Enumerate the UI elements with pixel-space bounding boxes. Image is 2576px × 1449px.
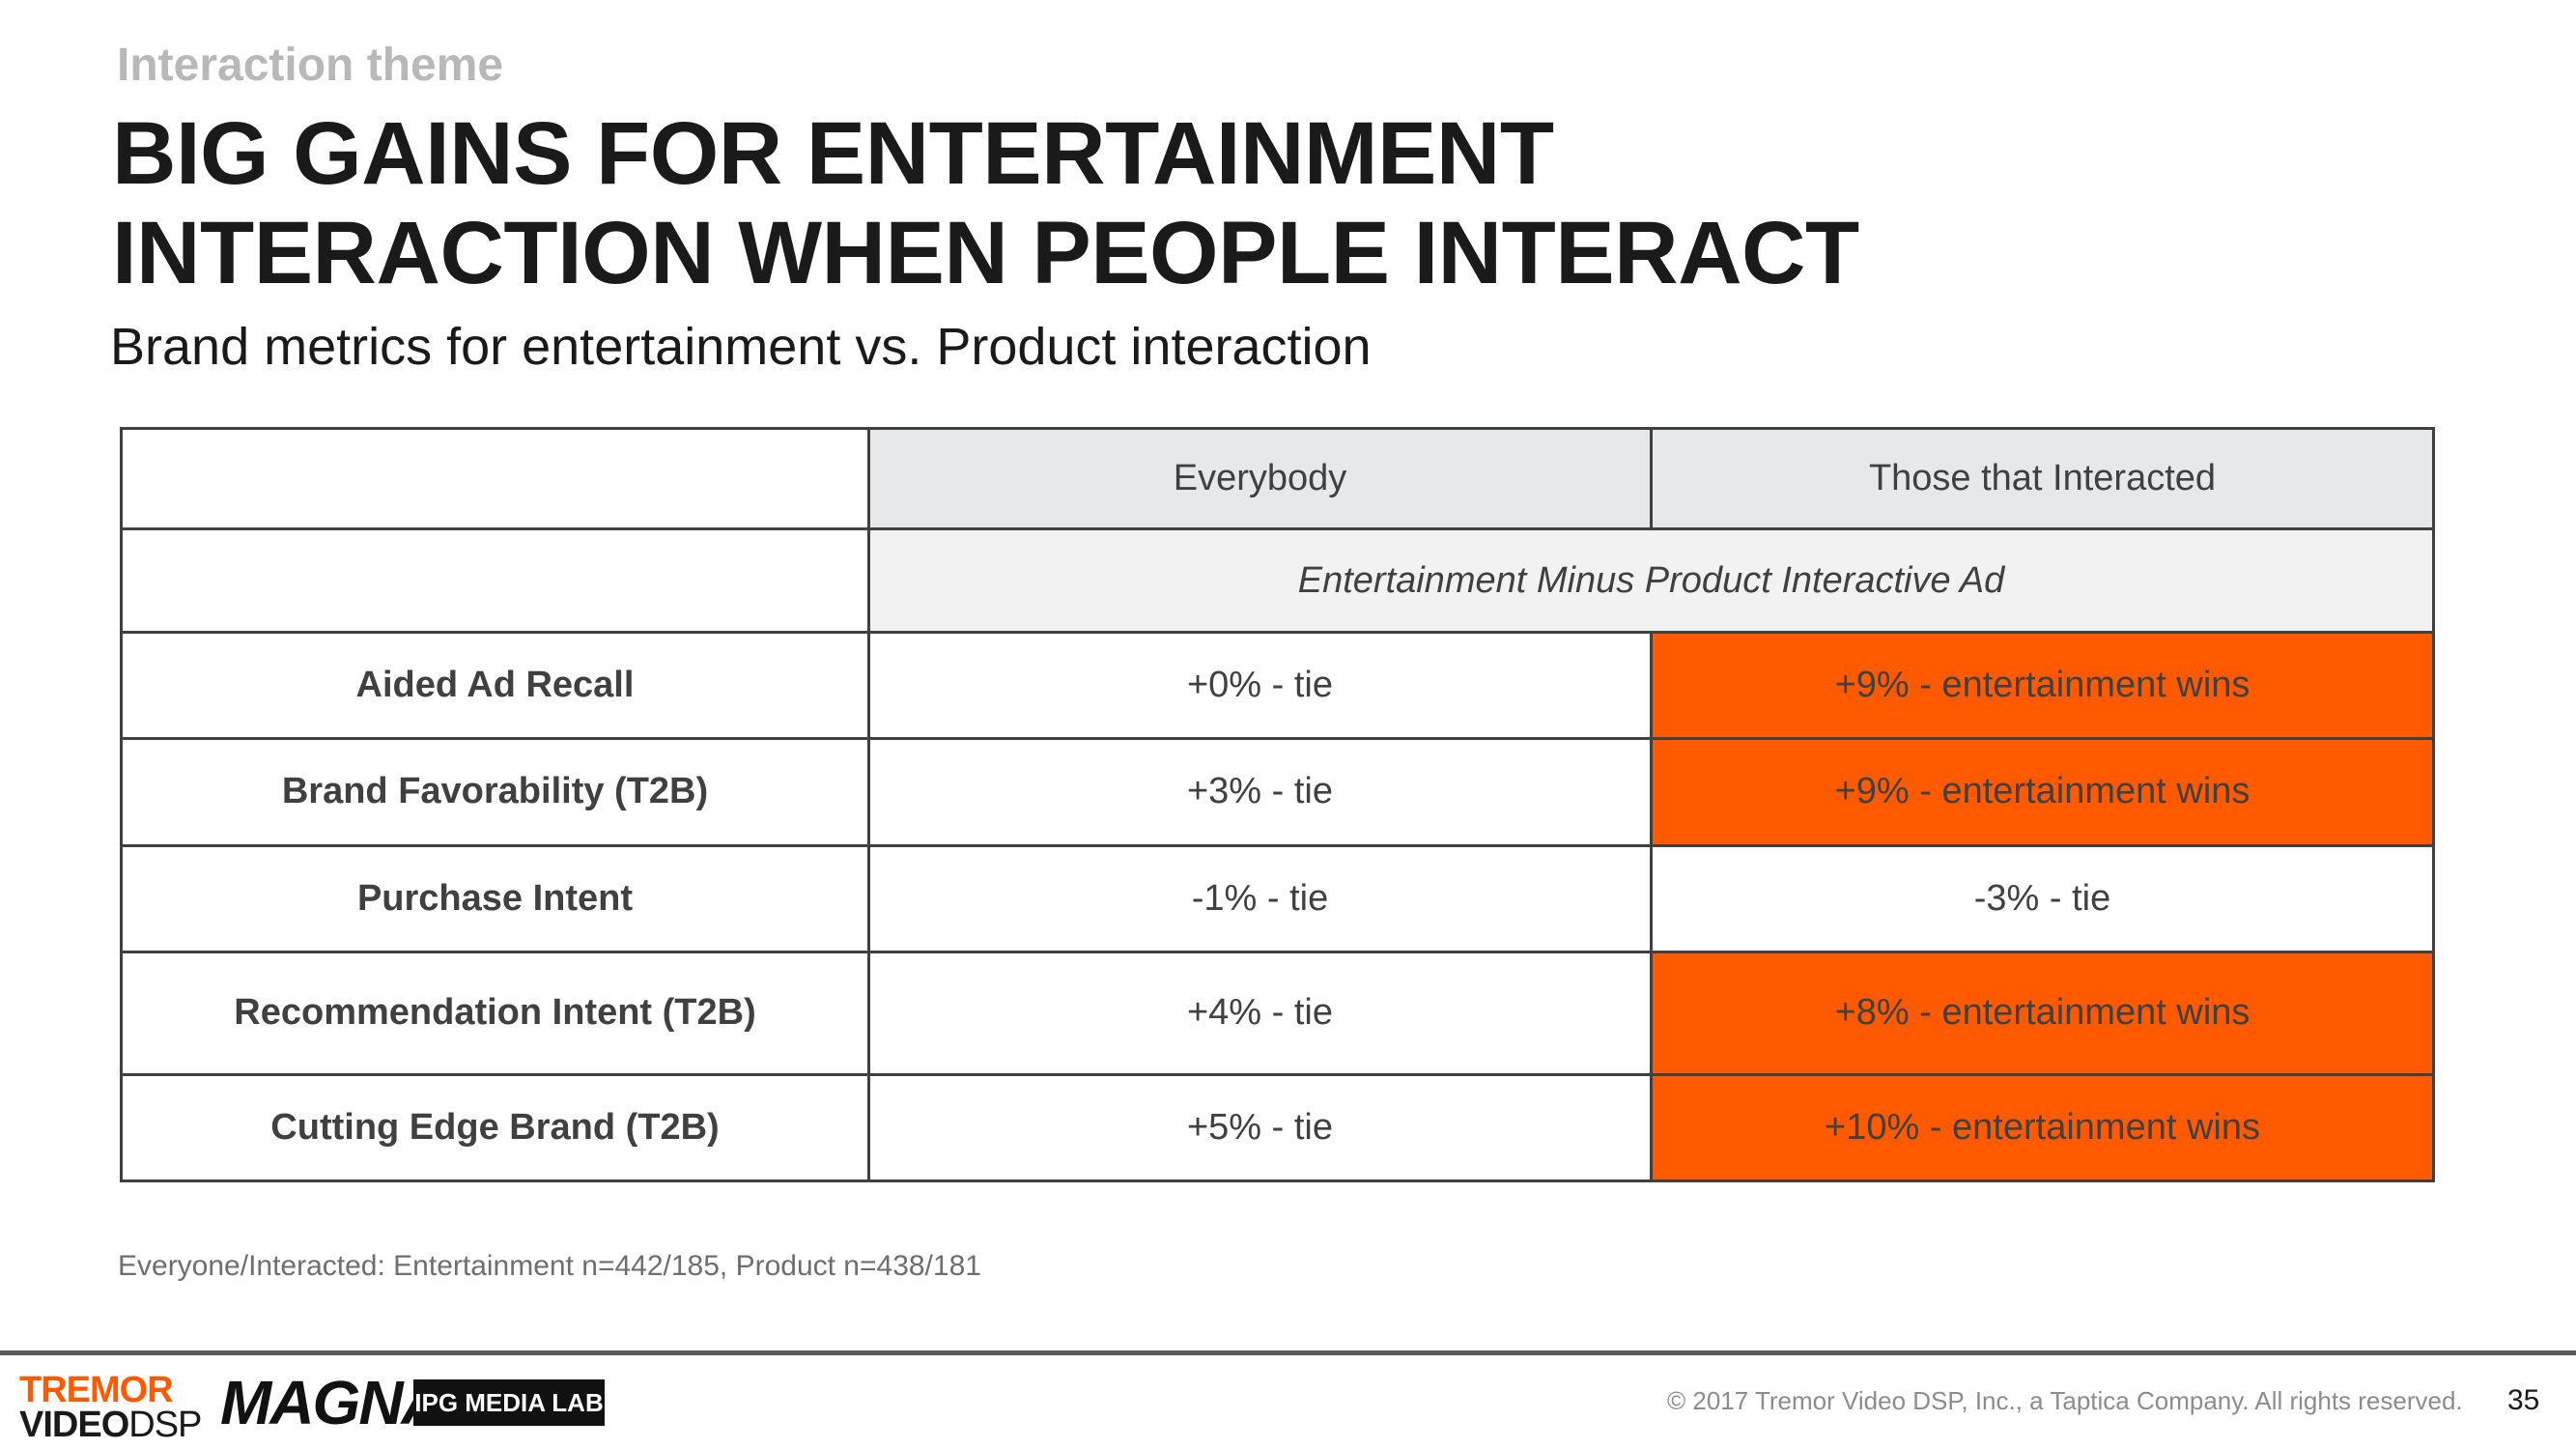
page-title: BIG GAINS FOR ENTERTAINMENT INTERACTION … (112, 104, 1859, 303)
page-number: 35 (2507, 1384, 2540, 1416)
comparison-subheader: Entertainment Minus Product Interactive … (867, 527, 2435, 635)
table-row: Recommendation Intent (T2B) +4% - tie +8… (120, 950, 2435, 1076)
tremor-video-dsp-logo: TREMOR VIDEODSP (19, 1370, 202, 1445)
interacted-value: +10% - entertainment wins (1650, 1072, 2435, 1183)
everybody-value: +5% - tie (867, 1072, 1653, 1183)
dsp-logo-text: DSP (128, 1405, 202, 1445)
title-line-2: INTERACTION WHEN PEOPLE INTERACT (112, 204, 1859, 302)
metric-label: Purchase Intent (120, 843, 870, 953)
copyright-notice: © 2017 Tremor Video DSP, Inc., a Taptica… (1667, 1386, 2463, 1415)
table-row: Aided Ad Recall +0% - tie +9% - entertai… (120, 631, 2435, 741)
section-kicker: Interaction theme (117, 40, 504, 91)
brand-metrics-table: Everybody Those that Interacted Entertai… (120, 426, 2435, 1183)
interacted-value: +9% - entertainment wins (1650, 737, 2435, 847)
page-subtitle: Brand metrics for entertainment vs. Prod… (110, 318, 1372, 376)
everybody-value: +4% - tie (867, 950, 1653, 1076)
metric-label: Recommendation Intent (T2B) (120, 950, 870, 1076)
table-row: Purchase Intent -1% - tie -3% - tie (120, 843, 2435, 953)
everybody-value: -1% - tie (867, 843, 1653, 953)
table-row: Cutting Edge Brand (T2B) +5% - tie +10% … (120, 1072, 2435, 1183)
header-blank-cell (120, 426, 870, 531)
footer-divider (0, 1350, 2576, 1355)
interacted-value: +8% - entertainment wins (1650, 950, 2435, 1076)
metric-label: Brand Favorability (T2B) (120, 737, 870, 847)
tremor-logo-text: TREMOR (19, 1370, 174, 1410)
column-header-everybody: Everybody (867, 426, 1653, 531)
table-header-row: Everybody Those that Interacted (120, 426, 2435, 531)
everybody-value: +3% - tie (867, 737, 1653, 847)
magna-logo: MAGNA (220, 1368, 446, 1437)
interacted-value: -3% - tie (1650, 843, 2435, 953)
title-line-1: BIG GAINS FOR ENTERTAINMENT (112, 104, 1554, 203)
sample-size-footnote: Everyone/Interacted: Entertainment n=442… (118, 1250, 981, 1282)
everybody-value: +0% - tie (867, 631, 1653, 741)
table-row: Brand Favorability (T2B) +3% - tie +9% -… (120, 737, 2435, 847)
column-header-interacted: Those that Interacted (1650, 426, 2435, 531)
metric-label: Aided Ad Recall (120, 631, 870, 741)
video-dsp-logo-text: VIDEODSP (19, 1405, 202, 1445)
subheader-blank-cell (120, 527, 870, 635)
interacted-value: +9% - entertainment wins (1650, 631, 2435, 741)
ipg-media-lab-logo: IPG MEDIA LAB (413, 1379, 605, 1426)
metric-label: Cutting Edge Brand (T2B) (120, 1072, 870, 1183)
video-logo-text: VIDEO (19, 1405, 129, 1445)
table-subheader-row: Entertainment Minus Product Interactive … (120, 527, 2435, 635)
